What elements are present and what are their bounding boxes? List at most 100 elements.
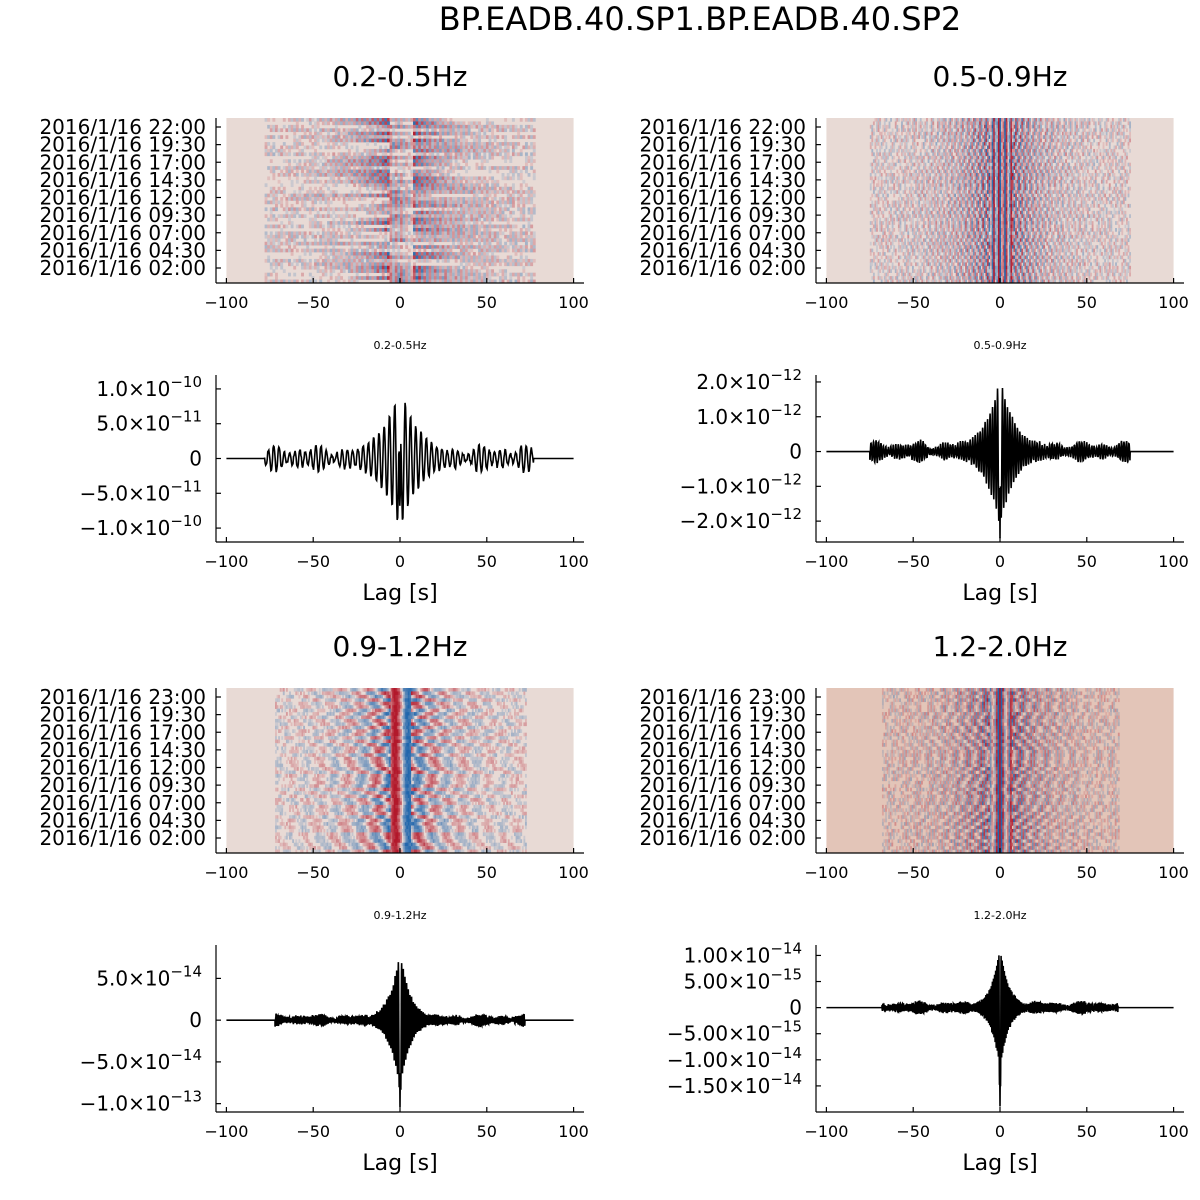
heatmap-cell [1099,131,1102,136]
heatmap-cell [360,166,364,170]
heatmap-cell [389,197,393,201]
heatmap-cell [449,214,453,218]
heatmap-cell [1015,152,1017,157]
heatmap-cell [1102,145,1105,150]
heatmap-cell [519,169,523,174]
heatmap-cell [876,152,878,157]
heatmap-cell [1126,135,1128,139]
heatmap-cell [472,231,476,236]
heatmap-cell [431,148,435,153]
heatmap-cell [1055,131,1058,136]
heatmap-cell [1041,152,1044,157]
heatmap-cell [397,221,401,225]
heatmap-cell [436,179,440,184]
heatmap-cell [379,183,383,188]
heatmap-cell [340,142,344,146]
heatmap-cell [334,173,338,177]
heatmap-cell [441,200,445,205]
heatmap-cell [298,118,302,122]
heatmap-cell [462,231,466,236]
heatmap-cell [334,231,338,236]
heatmap-cell [280,241,284,246]
heatmap-cell [295,121,299,126]
heatmap-cell [506,142,510,146]
heatmap-cell [454,221,458,225]
heatmap-cell [483,207,487,212]
heatmap-cell [1032,135,1035,139]
heatmap-cell [1013,135,1016,139]
heatmap-cell [1105,128,1108,133]
heatmap-cell [381,276,385,280]
heatmap-cell [951,131,953,136]
heatmap-cell [295,173,299,177]
heatmap-cell [1002,155,1005,160]
heatmap-cell [1016,155,1019,160]
heatmap-cell [1108,155,1111,160]
heatmap-cell [314,173,317,177]
heatmap-cell [472,276,476,280]
heatmap-cell [415,128,419,133]
heatmap-cell [908,128,911,133]
heatmap-cell [982,121,985,126]
heatmap-cell [874,159,877,163]
heatmap-cell [431,279,435,284]
heatmap-cell [1093,128,1096,133]
heatmap-cell [452,210,455,215]
heatmap-cell [420,197,424,201]
heatmap-cell [303,145,307,150]
heatmap-cell [321,128,325,133]
heatmap-cell [496,241,500,246]
heatmap-cell [969,128,972,133]
heatmap-cell [969,121,972,126]
heatmap-cell [941,135,944,139]
heatmap-cell [324,241,328,246]
heatmap-cell [897,148,900,153]
heatmap-cell [373,241,377,246]
heatmap-cell [904,148,907,153]
heatmap-cell [470,241,474,246]
heatmap-cell [1065,128,1067,133]
heatmap-cell [1013,131,1016,136]
heatmap-cell [506,152,510,157]
heatmap-cell [514,224,518,229]
heatmap-cell [277,148,281,153]
heatmap-cell [514,197,518,201]
heatmap-cell [418,128,422,133]
heatmap-cell [394,159,398,163]
heatmap-cell [345,262,349,267]
heatmap-cell [963,128,966,133]
heatmap-cell [439,221,442,225]
heatmap-cell [519,231,523,236]
heatmap-cell [467,255,471,260]
heatmap-cell [946,131,949,136]
heatmap-cell [1127,142,1130,146]
heatmap-cell [275,272,278,277]
heatmap-cell [371,159,375,163]
heatmap-cell [1016,145,1019,150]
heatmap-cell [345,166,349,170]
heatmap-cell [334,135,338,139]
heatmap-cell [358,265,362,270]
heatmap-cell [400,279,403,284]
heatmap-cell [436,169,440,174]
heatmap-cell [358,197,362,201]
heatmap-cell [896,128,899,133]
heatmap-cell [428,169,432,174]
heatmap-cell [504,186,508,191]
heatmap-cell [386,138,390,143]
heatmap-cell [353,262,357,267]
heatmap-cell [350,228,354,232]
heatmap-cell [905,135,908,139]
heatmap-cell [462,279,466,284]
heatmap-cell [277,224,281,229]
heatmap-cell [1055,135,1058,139]
heatmap-cell [988,128,991,133]
heatmap-cell [449,210,453,215]
heatmap-cell [954,121,957,126]
heatmap-cell [478,148,482,153]
heatmap-cell [347,152,351,157]
heatmap-cell [936,135,939,139]
heatmap-cell [530,135,534,139]
heatmap-cell [977,138,980,143]
heatmap-cell [480,142,484,146]
